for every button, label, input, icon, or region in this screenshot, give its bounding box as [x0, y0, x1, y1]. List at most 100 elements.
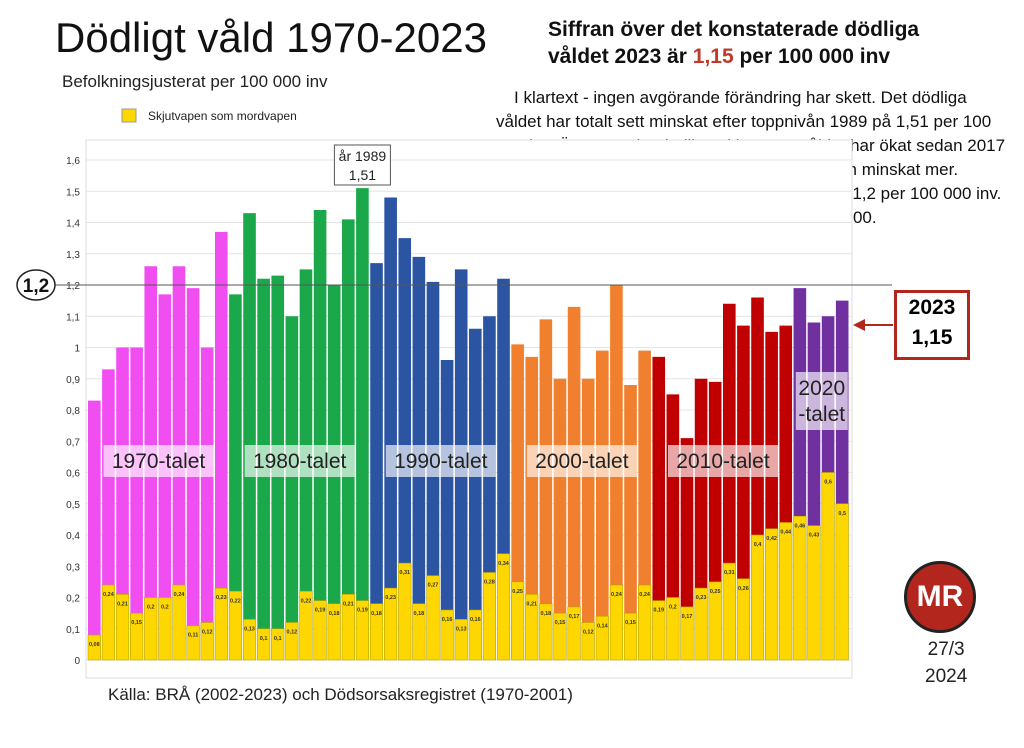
- reference-line-marker: [16, 269, 56, 301]
- bar-firearm-1993: [412, 603, 426, 661]
- firearm-data-label: 0,28: [484, 580, 495, 586]
- bar-firearm-2006: [595, 615, 609, 661]
- bar-firearm-1974: [144, 597, 158, 661]
- bar-firearm-1994: [426, 575, 440, 661]
- bar-total-1979: [215, 231, 228, 660]
- firearm-data-label: 0,24: [639, 592, 651, 598]
- firearm-data-label: 0,18: [329, 611, 340, 617]
- firearm-data-label: 0,08: [89, 642, 100, 648]
- bar-firearm-1972: [115, 594, 130, 661]
- bar-firearm-2010: [652, 600, 666, 661]
- bar-firearm-1983: [271, 628, 285, 661]
- decade-label: 1970-talet: [112, 450, 206, 473]
- bar-firearm-1995: [440, 609, 454, 661]
- decade-label: 2010-talet: [676, 450, 770, 473]
- y-tick-label: 0,9: [66, 375, 80, 386]
- firearm-data-label: 0,42: [766, 536, 777, 542]
- bar-total-1972: [116, 347, 129, 660]
- callout-year: 2023: [908, 296, 956, 319]
- bar-total-1981: [243, 213, 256, 660]
- firearm-data-label: 0,44: [780, 530, 792, 536]
- bar-firearm-2004: [567, 606, 581, 661]
- bar-firearm-1977: [186, 625, 200, 661]
- y-tick-label: 0: [74, 656, 80, 667]
- firearm-data-label: 0,31: [399, 570, 410, 576]
- bar-total-1997: [469, 328, 482, 660]
- decade-label: -talet: [798, 403, 845, 426]
- bar-total-1995: [440, 360, 454, 660]
- bar-firearm-1986: [313, 600, 327, 661]
- headline-text-end: per 100 000 inv: [733, 45, 891, 68]
- firearm-data-label: 0,22: [230, 598, 241, 604]
- bar-firearm-1988: [341, 594, 355, 661]
- firearm-data-label: 0,24: [103, 592, 115, 598]
- bar-total-2004: [567, 306, 581, 660]
- firearm-data-label: 0,2: [147, 605, 155, 611]
- firearm-data-label: 0,2: [161, 605, 169, 611]
- decade-label: 2020: [798, 377, 845, 400]
- firearm-data-label: 0,19: [357, 608, 368, 614]
- firearm-data-label: 0,15: [131, 620, 142, 626]
- firearm-data-label: 0,13: [456, 626, 467, 632]
- firearm-data-label: 0,27: [428, 583, 439, 589]
- firearm-data-label: 0,1: [274, 636, 282, 642]
- bar-firearm-1987: [327, 603, 341, 661]
- y-tick-label: 1,4: [66, 219, 80, 230]
- bar-total-2009: [638, 350, 651, 660]
- headline-text: våldet 2023 är: [548, 45, 693, 68]
- bar-firearm-1975: [158, 597, 172, 661]
- firearm-data-label: 0,25: [512, 589, 523, 595]
- peak-annotation-year: år 1989: [339, 148, 387, 164]
- bar-total-1984: [285, 316, 299, 660]
- bar-firearm-2011: [666, 597, 680, 661]
- bar-firearm-2014: [708, 581, 722, 661]
- bar-firearm-2017: [750, 534, 765, 661]
- firearm-data-label: 0,12: [287, 630, 298, 636]
- firearm-data-label: 0,11: [188, 633, 198, 639]
- firearm-data-label: 0,25: [710, 589, 721, 595]
- bar-firearm-2021: [807, 525, 821, 661]
- date-line2: 2024: [925, 666, 968, 687]
- firearm-data-label: 0,19: [315, 608, 326, 614]
- decade-label: 1980-talet: [253, 450, 347, 473]
- bar-firearm-2001: [525, 594, 539, 661]
- decade-label: 1990-talet: [394, 450, 488, 473]
- legend-swatch: [121, 108, 137, 123]
- bar-firearm-1997: [468, 609, 482, 661]
- bar-firearm-2022: [821, 472, 835, 661]
- legend-label: Skjutvapen som mordvapen: [148, 109, 297, 123]
- firearm-data-label: 0,18: [371, 611, 382, 617]
- firearm-data-label: 0,15: [555, 620, 566, 626]
- bar-total-2001: [525, 356, 539, 660]
- bar-firearm-2013: [694, 587, 708, 661]
- y-tick-label: 0,5: [66, 500, 80, 511]
- date-line1: 27/3: [927, 639, 965, 660]
- date: 27/3 2024: [925, 636, 967, 690]
- firearm-data-label: 0,17: [682, 614, 693, 620]
- y-tick-label: 1,1: [66, 312, 80, 323]
- y-tick-label: 0,4: [66, 531, 80, 542]
- bar-firearm-2015: [722, 562, 736, 661]
- logo: MR: [904, 561, 976, 633]
- peak-annotation-value: 1,51: [349, 167, 376, 183]
- bar-firearm-1973: [130, 612, 144, 661]
- bar-firearm-1976: [172, 584, 186, 661]
- bar-firearm-2019: [779, 522, 793, 661]
- y-tick-label: 0,2: [66, 594, 80, 605]
- firearm-data-label: 0,12: [583, 630, 594, 636]
- bar-firearm-1996: [454, 619, 468, 661]
- bar-firearm-2002: [539, 603, 553, 661]
- bar-firearm-1991: [384, 587, 398, 661]
- bar-firearm-1985: [299, 590, 313, 661]
- bar-firearm-2009: [638, 584, 652, 661]
- decade-label-bg: [244, 445, 355, 477]
- firearm-data-label: 0,21: [526, 601, 537, 607]
- y-tick-label: 0,8: [66, 406, 80, 417]
- bar-firearm-1999: [496, 553, 511, 661]
- firearm-data-label: 0,16: [470, 617, 481, 623]
- firearm-data-label: 0,31: [724, 570, 735, 576]
- decade-label-bg: [385, 445, 496, 477]
- bar-firearm-1998: [482, 572, 497, 661]
- decade-label-bg: [526, 445, 637, 477]
- firearm-data-label: 0,23: [385, 595, 396, 601]
